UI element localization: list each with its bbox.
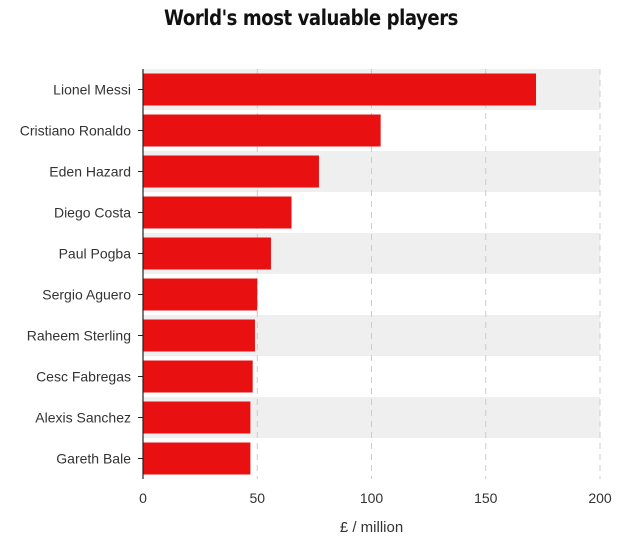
bar (143, 237, 271, 270)
y-tick-label: Cristiano Ronaldo (20, 123, 131, 139)
y-tick-label: Raheem Sterling (27, 328, 131, 344)
bar (143, 73, 537, 106)
bar (143, 114, 381, 147)
bar (143, 401, 251, 434)
chart-title: World's most valuable players (164, 6, 458, 30)
bar (143, 196, 292, 229)
y-tick-label: Diego Costa (54, 205, 131, 221)
x-tick-label: 200 (588, 490, 612, 506)
y-tick-label: Alexis Sanchez (35, 410, 131, 426)
x-tick-label: 0 (139, 490, 147, 506)
x-tick-label: 50 (249, 490, 265, 506)
y-tick-label: Paul Pogba (59, 246, 132, 262)
x-axis-label: £ / million (340, 519, 403, 536)
x-tick-label: 150 (474, 490, 498, 506)
y-tick-label: Sergio Aguero (42, 287, 131, 303)
y-tick-label: Cesc Fabregas (36, 369, 131, 385)
y-tick-label: Lionel Messi (53, 82, 131, 98)
bar (143, 278, 258, 311)
bar (143, 360, 253, 393)
bar (143, 155, 319, 188)
bar (143, 442, 251, 475)
bar (143, 319, 255, 352)
x-tick-label: 100 (360, 490, 384, 506)
y-tick-label: Gareth Bale (56, 451, 131, 467)
y-tick-label: Eden Hazard (49, 164, 131, 180)
